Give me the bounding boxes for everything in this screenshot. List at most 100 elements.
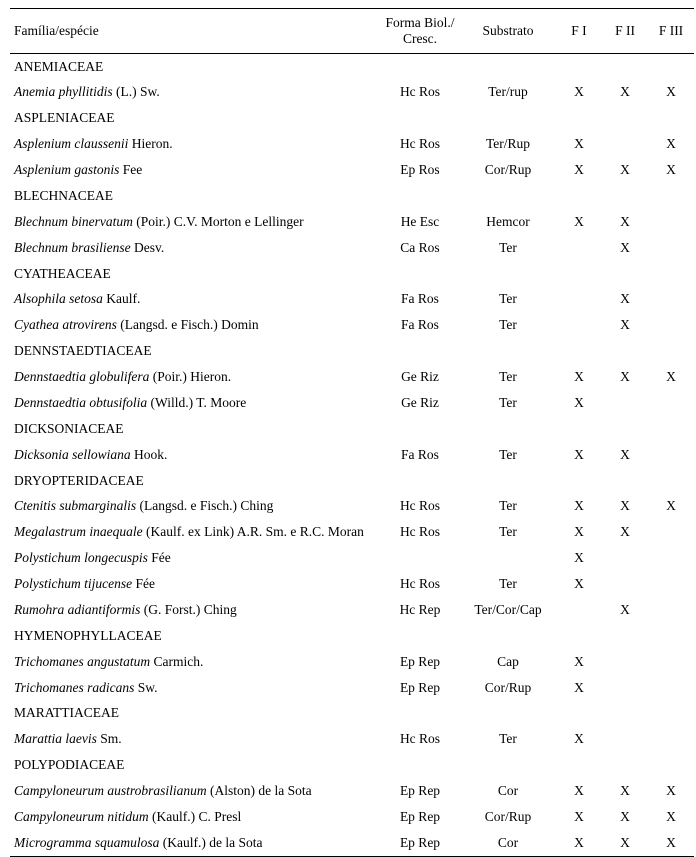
- cell-f2: [602, 546, 648, 572]
- family-name: POLYPODIACEAE: [10, 753, 380, 779]
- cell-f3: [648, 520, 694, 546]
- cell-sub: Ter: [460, 365, 556, 391]
- scientific-name: Cyathea atrovirens: [14, 317, 117, 332]
- col-header-forma: Forma Biol./ Cresc.: [380, 9, 460, 54]
- authority: Kaulf.: [103, 291, 141, 306]
- cell-sub: Ter/Rup: [460, 132, 556, 158]
- species-name: Alsophila setosa Kaulf.: [10, 287, 380, 313]
- cell-sub: Cor/Rup: [460, 804, 556, 830]
- cell-f2: [602, 675, 648, 701]
- species-row: Polystichum tijucense FéeHc RosTerX: [10, 572, 694, 598]
- cell-f2: [602, 727, 648, 753]
- family-name: DICKSONIACEAE: [10, 416, 380, 442]
- species-row: Polystichum longecuspis FéeX: [10, 546, 694, 572]
- species-row: Asplenium claussenii Hieron.Hc RosTer/Ru…: [10, 132, 694, 158]
- cell-sub: Cap: [460, 649, 556, 675]
- cell-forma: Hc Ros: [380, 520, 460, 546]
- cell-forma: Ep Rep: [380, 830, 460, 856]
- authority: Desv.: [131, 240, 165, 255]
- cell-sub: Ter: [460, 287, 556, 313]
- authority: Hook.: [131, 447, 168, 462]
- species-row: Trichomanes angustatum Carmich.Ep RepCap…: [10, 649, 694, 675]
- scientific-name: Asplenium claussenii: [14, 136, 128, 151]
- species-name: Megalastrum inaequale (Kaulf. ex Link) A…: [10, 520, 380, 546]
- cell-f2: X: [602, 520, 648, 546]
- family-name: DENNSTAEDTIACEAE: [10, 339, 380, 365]
- cell-forma: Ep Rep: [380, 675, 460, 701]
- species-table: Família/espécie Forma Biol./ Cresc. Subs…: [10, 8, 694, 857]
- authority: (Poir.) C.V. Morton e Lellinger: [133, 214, 304, 229]
- family-row: DENNSTAEDTIACEAE: [10, 339, 694, 365]
- species-name: Rumohra adiantiformis (G. Forst.) Ching: [10, 597, 380, 623]
- species-name: Marattia laevis Sm.: [10, 727, 380, 753]
- scientific-name: Rumohra adiantiformis: [14, 602, 140, 617]
- cell-f3: [648, 649, 694, 675]
- authority: (Willd.) T. Moore: [147, 395, 246, 410]
- cell-f2: X: [602, 804, 648, 830]
- species-name: Dennstaedtia globulifera (Poir.) Hieron.: [10, 365, 380, 391]
- species-row: Asplenium gastonis FeeEp RosCor/RupXXX: [10, 158, 694, 184]
- cell-f1: X: [556, 132, 602, 158]
- cell-f2: X: [602, 365, 648, 391]
- species-name: Asplenium claussenii Hieron.: [10, 132, 380, 158]
- cell-forma: Hc Ros: [380, 132, 460, 158]
- species-row: Dicksonia sellowiana Hook.Fa RosTerXX: [10, 442, 694, 468]
- authority: (Alston) de la Sota: [207, 783, 312, 798]
- cell-sub: Ter: [460, 520, 556, 546]
- cell-f3: X: [648, 494, 694, 520]
- cell-f3: [648, 313, 694, 339]
- scientific-name: Dennstaedtia globulifera: [14, 369, 149, 384]
- cell-f1: X: [556, 830, 602, 856]
- cell-f3: [648, 546, 694, 572]
- table-header-row: Família/espécie Forma Biol./ Cresc. Subs…: [10, 9, 694, 54]
- scientific-name: Asplenium gastonis: [14, 162, 119, 177]
- family-row: ANEMIACEAE: [10, 54, 694, 80]
- species-name: Trichomanes angustatum Carmich.: [10, 649, 380, 675]
- cell-sub: Ter: [460, 235, 556, 261]
- authority: Carmich.: [150, 654, 203, 669]
- species-name: Ctenitis submarginalis (Langsd. e Fisch.…: [10, 494, 380, 520]
- cell-f1: [556, 597, 602, 623]
- cell-f1: X: [556, 209, 602, 235]
- cell-f1: X: [556, 520, 602, 546]
- species-name: Trichomanes radicans Sw.: [10, 675, 380, 701]
- cell-sub: Ter: [460, 572, 556, 598]
- family-name: ASPLENIACEAE: [10, 106, 380, 132]
- cell-sub: Hemcor: [460, 209, 556, 235]
- cell-f1: X: [556, 494, 602, 520]
- cell-f2: X: [602, 158, 648, 184]
- authority: (G. Forst.) Ching: [140, 602, 236, 617]
- cell-f2: X: [602, 779, 648, 805]
- cell-f3: X: [648, 158, 694, 184]
- species-row: Anemia phyllitidis (L.) Sw.Hc RosTer/rup…: [10, 80, 694, 106]
- species-name: Dicksonia sellowiana Hook.: [10, 442, 380, 468]
- col-header-f2: F II: [602, 9, 648, 54]
- cell-f3: X: [648, 779, 694, 805]
- authority: Fée: [148, 550, 171, 565]
- col-header-name: Família/espécie: [10, 9, 380, 54]
- cell-sub: Cor/Rup: [460, 158, 556, 184]
- authority: (Langsd. e Fisch.) Domin: [117, 317, 259, 332]
- species-name: Campyloneurum austrobrasilianum (Alston)…: [10, 779, 380, 805]
- scientific-name: Campyloneurum nitidum: [14, 809, 149, 824]
- cell-f1: X: [556, 804, 602, 830]
- cell-forma: Ep Rep: [380, 649, 460, 675]
- scientific-name: Alsophila setosa: [14, 291, 103, 306]
- scientific-name: Trichomanes angustatum: [14, 654, 150, 669]
- cell-sub: Cor: [460, 830, 556, 856]
- scientific-name: Megalastrum inaequale: [14, 524, 143, 539]
- cell-sub: Ter/rup: [460, 80, 556, 106]
- family-row: ASPLENIACEAE: [10, 106, 694, 132]
- cell-f1: X: [556, 779, 602, 805]
- cell-sub: Ter: [460, 727, 556, 753]
- cell-f2: X: [602, 287, 648, 313]
- scientific-name: Polystichum tijucense: [14, 576, 132, 591]
- family-row: BLECHNACEAE: [10, 183, 694, 209]
- cell-f2: X: [602, 313, 648, 339]
- family-row: MARATTIACEAE: [10, 701, 694, 727]
- authority: (Poir.) Hieron.: [149, 369, 231, 384]
- cell-f1: [556, 235, 602, 261]
- cell-f1: X: [556, 649, 602, 675]
- species-name: Campyloneurum nitidum (Kaulf.) C. Presl: [10, 804, 380, 830]
- cell-f3: [648, 287, 694, 313]
